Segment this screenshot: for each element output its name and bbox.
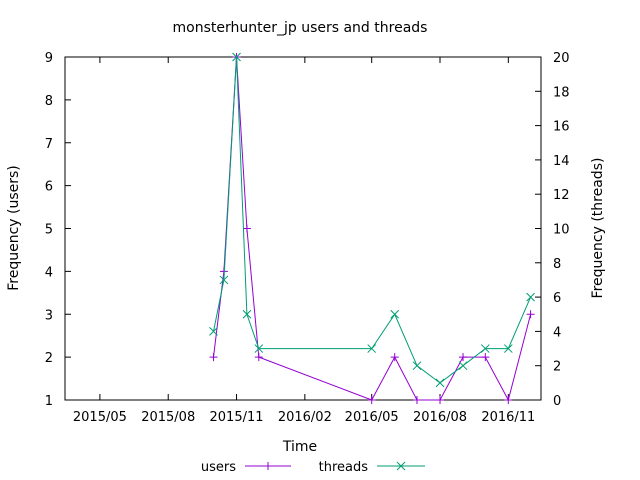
y-left-tick-label: 6	[45, 180, 53, 195]
data-point-users	[209, 353, 218, 362]
x-tick-label: 2016/05	[345, 410, 399, 425]
y-left-tick-label: 2	[45, 351, 53, 366]
chart-title: monsterhunter_jp users and threads	[173, 20, 428, 36]
x-tick-label: 2015/08	[141, 410, 195, 425]
y-left-tick-label: 5	[45, 223, 53, 238]
y-right-tick-label: 6	[553, 291, 561, 306]
y-left-tick-label: 4	[45, 265, 53, 280]
y-right-tick-label: 10	[553, 223, 570, 238]
x-tick-label: 2016/08	[413, 410, 467, 425]
x-tick-label: 2016/11	[481, 410, 535, 425]
x-axis-label: Time	[282, 439, 317, 455]
y-right-tick-label: 8	[553, 257, 561, 272]
legend-label: threads	[319, 460, 369, 475]
x-tick-label: 2015/11	[210, 410, 264, 425]
legend-entry-users: users	[201, 460, 291, 475]
data-point-threads	[232, 52, 241, 62]
data-point-threads	[367, 344, 377, 353]
y-axis-left-label: Frequency (users)	[6, 165, 22, 291]
data-point-threads	[242, 309, 252, 319]
data-point-threads	[209, 327, 218, 336]
x-tick-label: 2016/02	[278, 410, 332, 425]
data-point-users	[526, 310, 535, 319]
data-point-users	[459, 353, 468, 362]
data-point-users	[481, 353, 490, 362]
legend-marker	[396, 461, 406, 471]
y-left-tick-label: 8	[45, 94, 53, 109]
y-left-tick-label: 3	[45, 308, 53, 323]
x-tick-label: 2015/05	[73, 410, 127, 425]
y-left-tick-label: 9	[45, 51, 53, 66]
data-point-threads	[254, 344, 264, 353]
data-point-users	[254, 353, 263, 362]
data-point-users	[367, 396, 376, 404]
data-point-users	[436, 396, 445, 404]
data-point-threads	[435, 378, 445, 388]
y-left-tick-label: 7	[45, 137, 53, 152]
legend-marker	[264, 462, 272, 470]
y-left-tick-label: 1	[45, 394, 53, 409]
data-point-threads	[526, 292, 535, 302]
y-right-tick-label: 18	[553, 85, 570, 100]
legend-entry-threads: threads	[319, 460, 425, 475]
legend: users threads	[201, 460, 425, 475]
legend-label: users	[201, 460, 236, 475]
data-point-threads	[219, 275, 229, 285]
y-right-tick-label: 0	[553, 394, 561, 409]
data-point-threads	[503, 344, 513, 353]
data-point-users	[390, 353, 399, 362]
data-point-users	[412, 396, 421, 404]
y-axis-right-label: Frequency (threads)	[590, 158, 606, 299]
plot-area	[209, 52, 535, 404]
data-point-threads	[412, 361, 422, 371]
data-point-threads	[458, 361, 468, 371]
y-right-tick-label: 16	[553, 120, 570, 135]
data-point-threads	[480, 344, 490, 353]
y-right-tick-label: 2	[553, 360, 561, 375]
y-right-tick-label: 4	[553, 325, 561, 340]
y-right-tick-label: 20	[553, 51, 570, 66]
data-point-threads	[390, 309, 400, 319]
data-point-users	[504, 396, 513, 404]
data-point-users	[242, 224, 251, 233]
series-threads	[209, 52, 535, 388]
y-right-tick-label: 12	[553, 188, 570, 203]
y-right-tick-label: 14	[553, 154, 570, 169]
